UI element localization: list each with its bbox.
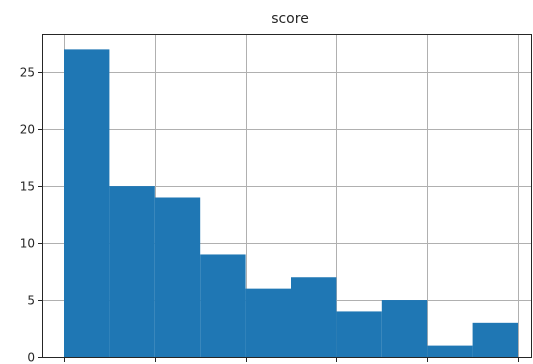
histogram-bar-8	[381, 300, 428, 357]
histogram-bar-7	[336, 311, 382, 357]
histogram-bars	[64, 49, 518, 357]
y-tick-label-3: 15	[20, 180, 35, 194]
y-tick-label-1: 5	[27, 294, 35, 308]
y-tick-label-5: 25	[20, 66, 35, 80]
histogram-bar-6	[291, 277, 337, 357]
histogram-bar-10	[472, 322, 518, 357]
axes-frame	[42, 34, 532, 358]
histogram-bar-5	[245, 288, 291, 357]
histogram-bar-2	[109, 186, 155, 357]
histogram-bar-9	[427, 345, 473, 357]
histogram-bar-4	[200, 254, 246, 357]
chart-title: score	[271, 11, 309, 27]
tick-marks	[38, 72, 519, 362]
y-tick-label-2: 10	[20, 237, 35, 251]
histogram-bar-1	[64, 49, 110, 357]
histogram-bar-3	[154, 197, 201, 357]
tick-labels: 0 5 10 15 20 25	[20, 66, 35, 364]
axes	[42, 34, 532, 358]
y-tick-label-0: 0	[27, 351, 35, 364]
y-tick-label-4: 20	[20, 123, 35, 137]
